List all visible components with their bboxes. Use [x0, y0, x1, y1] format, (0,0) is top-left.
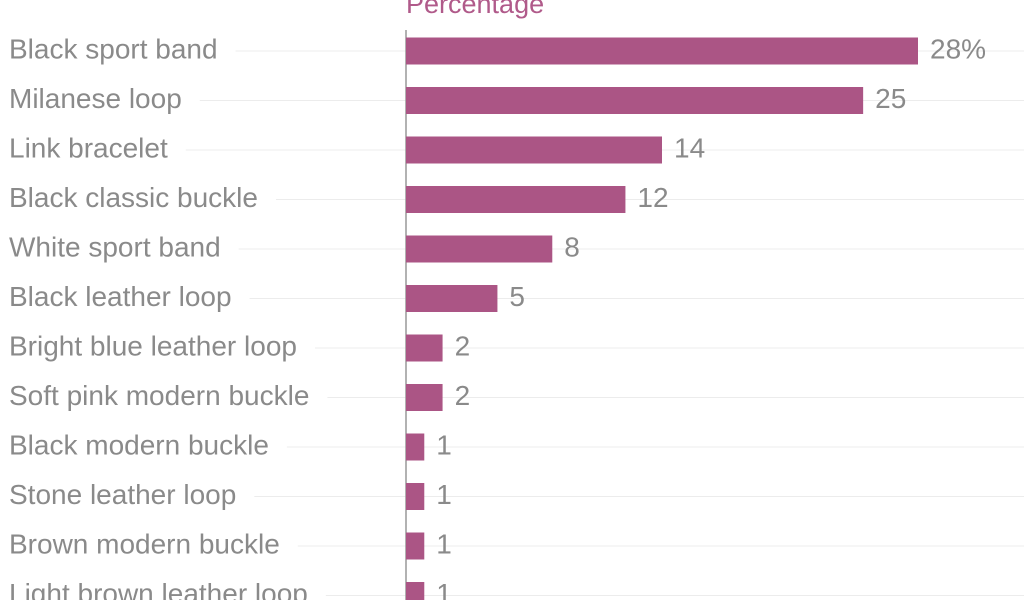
value-label: 5 — [509, 281, 525, 312]
category-label: Link bracelet — [9, 132, 168, 163]
value-label: 1 — [436, 429, 452, 460]
chart-title: Percentage — [406, 0, 544, 19]
bar — [406, 87, 864, 114]
value-label: 1 — [436, 479, 452, 510]
bar — [406, 235, 553, 263]
category-label: Black modern buckle — [9, 429, 269, 460]
bar — [406, 532, 425, 560]
bar — [406, 384, 443, 411]
category-label: Brown modern buckle — [9, 528, 280, 559]
category-label: Black sport band — [9, 33, 218, 64]
value-label: 2 — [455, 330, 471, 361]
value-label: 25 — [875, 83, 906, 114]
value-label: 28% — [930, 33, 986, 64]
value-label: 12 — [637, 182, 668, 213]
category-label: Black leather loop — [9, 281, 232, 312]
bar — [406, 136, 662, 164]
bar — [406, 285, 498, 312]
bar — [406, 582, 425, 600]
category-label: Light brown leather loop — [9, 578, 308, 600]
value-label: 1 — [436, 578, 452, 600]
value-label: 8 — [564, 231, 580, 262]
category-label: Black classic buckle — [9, 182, 258, 213]
category-label: Bright blue leather loop — [9, 330, 297, 361]
bar — [406, 334, 443, 362]
category-label: Soft pink modern buckle — [9, 380, 309, 411]
bar — [406, 186, 626, 213]
value-label: 1 — [436, 528, 452, 559]
category-label: White sport band — [9, 231, 221, 262]
value-label: 14 — [674, 132, 705, 163]
category-label: Stone leather loop — [9, 479, 236, 510]
bar — [406, 37, 918, 65]
category-label: Milanese loop — [9, 83, 182, 114]
bar — [406, 483, 425, 510]
value-label: 2 — [455, 380, 471, 411]
bar — [406, 433, 425, 461]
